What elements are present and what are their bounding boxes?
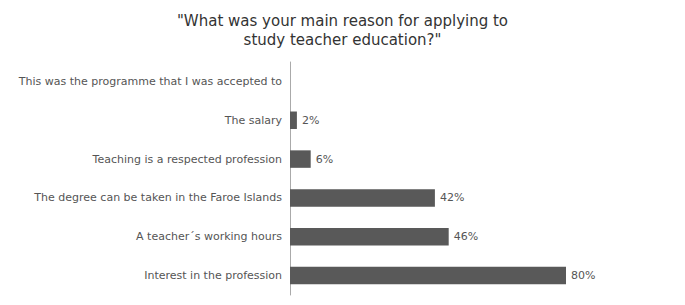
svg-text:Teaching is a respected profes: Teaching is a respected profession bbox=[92, 153, 282, 166]
svg-text:The degree can be taken in the: The degree can be taken in the Faroe Isl… bbox=[33, 191, 282, 204]
svg-text:The salary: The salary bbox=[224, 114, 283, 127]
svg-text:"What was your main reason for: "What was your main reason for applying … bbox=[177, 12, 508, 30]
svg-text:study teacher education?": study teacher education?" bbox=[244, 31, 442, 49]
svg-text:46%: 46% bbox=[454, 230, 478, 243]
svg-text:80%: 80% bbox=[571, 269, 595, 282]
svg-text:2%: 2% bbox=[302, 114, 319, 127]
svg-text:Interest in the profession: Interest in the profession bbox=[144, 269, 282, 282]
svg-text:A teacher´s working hours: A teacher´s working hours bbox=[136, 230, 282, 243]
svg-text:42%: 42% bbox=[440, 191, 464, 204]
svg-text:This was the programme that I: This was the programme that I was accept… bbox=[18, 75, 282, 88]
svg-text:6%: 6% bbox=[316, 153, 333, 166]
